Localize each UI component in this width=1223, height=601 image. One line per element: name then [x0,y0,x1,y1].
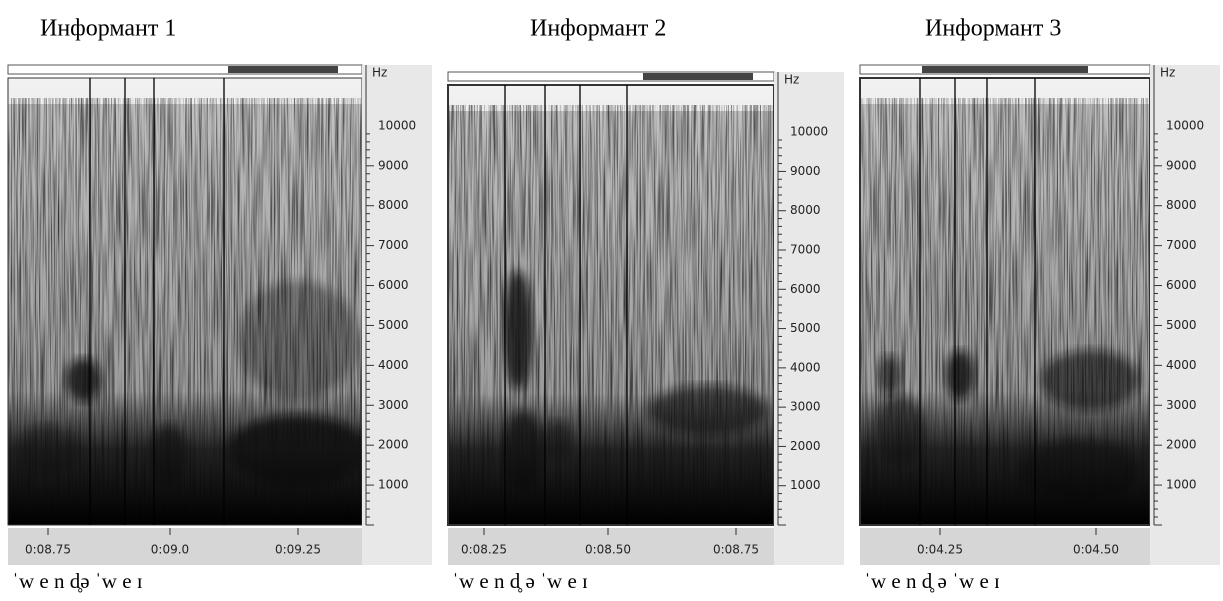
y-tick-label: 8000 [1166,198,1197,212]
spectrogram-panel: Информант 1 Hz 10000 9000 8000 7000 6000 5000 40… [7,16,432,593]
frequency-axis [362,65,432,565]
y-tick-label: 7000 [790,243,821,257]
x-tick-label: 0:08.75 [713,543,759,557]
time-axis [860,528,1150,565]
y-tick-label: 10000 [790,125,828,139]
y-tick-label: 1000 [790,478,821,492]
y-tick-label: 6000 [378,278,409,292]
panel-title: Информант 3 [925,16,1061,42]
y-tick-label: 6000 [1166,278,1197,292]
y-tick-label: 2000 [1166,438,1197,452]
spectrogram-panel: Информант 3 Hz 10000 9000 8000 7000 6000 5000 40… [859,16,1220,593]
axis-unit: Hz [784,73,799,87]
y-tick-label: 7000 [1166,238,1197,252]
x-tick-label: 0:08.25 [461,543,507,557]
y-tick-label: 4000 [378,358,409,372]
transcription: ˈw e n d̥ə ˈw e ɪ [12,569,143,593]
x-tick-label: 0:09.0 [151,543,189,557]
frequency-axis [1150,65,1220,565]
low-frequency-energy [8,78,362,525]
panel-title: Информант 1 [40,16,176,42]
y-tick-label: 5000 [1166,318,1197,332]
y-tick-label: 5000 [378,318,409,332]
y-tick-label: 4000 [790,360,821,374]
y-tick-label: 3000 [378,398,409,412]
y-tick-label: 9000 [790,164,821,178]
y-tick-label: 8000 [790,203,821,217]
transcription: ˈw e n d̥ ə ˈw e ɪ [864,569,1000,593]
y-tick-label: 7000 [378,238,409,252]
x-tick-label: 0:08.50 [585,543,631,557]
transcription: ˈw e n d̥ ə ˈw e ɪ [452,569,588,593]
low-frequency-energy [448,85,774,525]
x-tick-label: 0:04.50 [1073,543,1119,557]
y-tick-label: 2000 [790,439,821,453]
axis-unit: Hz [372,66,387,80]
y-tick-label: 5000 [790,321,821,335]
y-tick-label: 8000 [378,198,409,212]
y-tick-label: 3000 [1166,398,1197,412]
y-tick-label: 9000 [1166,158,1197,172]
y-tick-label: 2000 [378,438,409,452]
panel-title: Информант 2 [530,16,666,42]
y-tick-label: 1000 [1166,478,1197,492]
time-axis [8,528,362,565]
y-tick-label: 1000 [378,478,409,492]
scroll-thumb [228,66,338,73]
y-tick-label: 4000 [1166,358,1197,372]
time-axis [448,528,774,565]
low-frequency-energy [860,78,1150,525]
y-tick-label: 6000 [790,282,821,296]
x-tick-label: 0:04.25 [917,543,963,557]
y-tick-label: 3000 [790,400,821,414]
x-tick-label: 0:08.75 [25,543,71,557]
x-tick-label: 0:09.25 [275,543,321,557]
axis-unit: Hz [1160,66,1175,80]
frequency-axis [774,72,844,565]
scroll-thumb [643,73,753,80]
y-tick-label: 9000 [378,158,409,172]
spectrogram-panel: Информант 2 Hz 10000 9000 8000 7000 6000 5000 40… [447,16,844,593]
scroll-thumb [922,66,1088,73]
y-tick-label: 10000 [378,118,416,132]
y-tick-label: 10000 [1166,118,1204,132]
